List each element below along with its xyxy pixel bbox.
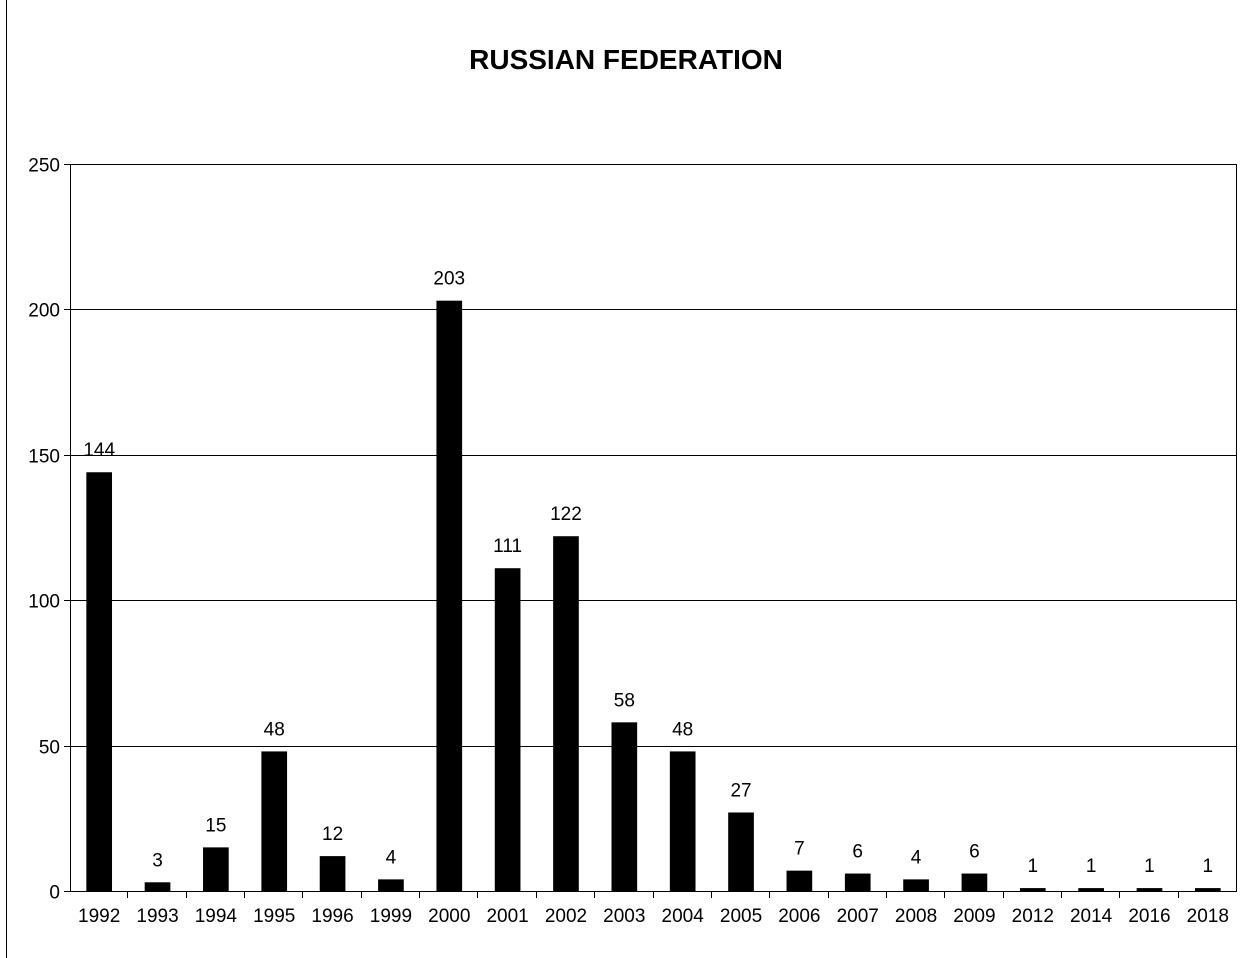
y-tick-label: 150 — [28, 447, 60, 468]
x-tick-label: 2014 — [1070, 906, 1113, 927]
x-tick-label: 2016 — [1128, 906, 1170, 927]
data-label: 3 — [152, 850, 163, 871]
bar — [144, 882, 171, 891]
data-label: 4 — [386, 847, 397, 868]
y-tick-label: 100 — [28, 592, 60, 613]
y-tick-label: 200 — [28, 301, 60, 322]
y-tick-labels: 0 50 100 150 200 250 — [28, 156, 60, 904]
x-tick-label: 2018 — [1187, 906, 1229, 927]
x-tick-label: 1996 — [311, 906, 353, 927]
x-tick-label: 2004 — [662, 906, 705, 927]
bar — [203, 847, 229, 891]
x-tick-label: 1994 — [195, 906, 238, 927]
x-tick-label: 2000 — [428, 906, 470, 927]
data-label: 6 — [969, 842, 980, 863]
x-tick-label: 2006 — [778, 906, 820, 927]
data-label: 48 — [672, 719, 693, 740]
bar — [1194, 888, 1221, 891]
x-tick-label: 2003 — [603, 906, 645, 927]
bar — [436, 300, 463, 891]
bar — [611, 722, 638, 891]
x-tick-label: 1993 — [136, 906, 178, 927]
x-tick-label: 2005 — [720, 906, 762, 927]
data-label: 58 — [614, 690, 635, 711]
data-label: 1 — [1027, 856, 1038, 877]
data-label: 48 — [264, 719, 285, 740]
bar — [261, 751, 288, 891]
bar — [728, 812, 754, 891]
chart-title: RUSSIAN FEDERATION — [469, 44, 783, 75]
data-label: 203 — [433, 269, 465, 290]
data-label: 144 — [83, 440, 115, 461]
x-tick-label: 1995 — [253, 906, 295, 927]
bar — [961, 873, 988, 891]
x-tick-label: 2007 — [837, 906, 879, 927]
data-label: 6 — [852, 842, 863, 863]
x-tick-label: 2008 — [895, 906, 937, 927]
axes — [64, 164, 1237, 898]
bar — [86, 472, 113, 891]
bar — [1078, 888, 1104, 891]
bar — [319, 856, 346, 891]
x-tick-label: 2012 — [1012, 906, 1054, 927]
bar — [378, 879, 404, 891]
data-label: 15 — [205, 815, 226, 836]
data-label: 27 — [730, 780, 751, 801]
bar — [553, 536, 579, 891]
x-tick-label: 2001 — [486, 906, 528, 927]
bar — [786, 870, 813, 891]
bar — [669, 751, 696, 891]
y-tick-label: 0 — [49, 883, 60, 904]
x-tick-label: 1999 — [370, 906, 412, 927]
y-tick-label: 50 — [39, 738, 60, 759]
x-tick-label: 2002 — [545, 906, 587, 927]
data-label: 111 — [493, 536, 522, 557]
x-tick-label: 2009 — [953, 906, 995, 927]
data-label: 1 — [1203, 856, 1214, 877]
data-label: 4 — [911, 847, 922, 868]
data-label: 122 — [550, 504, 582, 525]
gridlines — [70, 164, 1237, 747]
bars — [86, 300, 1221, 891]
bar — [844, 873, 871, 891]
data-label: 12 — [322, 824, 343, 845]
bar — [494, 568, 521, 891]
y-tick-label: 250 — [28, 156, 60, 177]
x-tick-label: 1992 — [78, 906, 120, 927]
bar — [1019, 888, 1046, 891]
bar — [903, 879, 929, 891]
data-label: 1 — [1086, 856, 1097, 877]
bar — [1136, 888, 1163, 891]
data-label: 7 — [794, 839, 805, 860]
data-label: 1 — [1144, 856, 1155, 877]
x-tick-labels: 1992 1993 1994 1995 1996 1999 2000 2001 2002 2003… — [78, 906, 1229, 927]
